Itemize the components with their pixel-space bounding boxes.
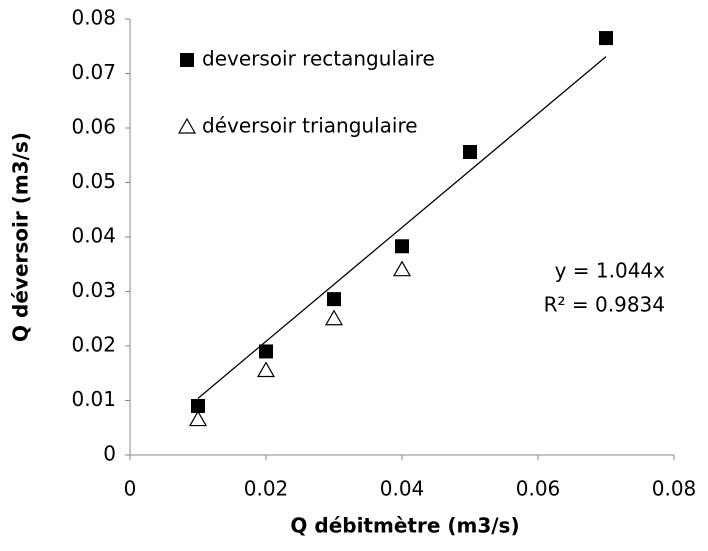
y-tick-label: 0.07 [71, 60, 116, 84]
legend-marker [180, 53, 194, 67]
x-tick-label: 0.06 [516, 477, 561, 501]
marker-square [463, 144, 477, 159]
y-tick-label: 0.08 [71, 6, 116, 30]
annotation: y = 1.044x [555, 259, 666, 283]
legend-label: deversoir rectangulaire [202, 47, 435, 71]
y-axis-title: Q déversoir (m3/s) [9, 132, 33, 342]
marker-square [259, 344, 273, 359]
x-tick-label: 0.04 [380, 477, 425, 501]
marker-square [395, 239, 409, 254]
y-tick-label: 0.01 [71, 387, 116, 411]
y-tick-label: 0.04 [71, 224, 116, 248]
marker-triangle [392, 260, 412, 277]
y-tick-label: 0 [103, 442, 116, 466]
marker-square [327, 292, 341, 307]
y-tick-label: 0.03 [71, 278, 116, 302]
y-tick-label: 0.05 [71, 169, 116, 193]
x-tick-label: 0 [124, 477, 137, 501]
marker-square [599, 31, 613, 46]
marker-square [191, 398, 205, 413]
y-tick-label: 0.06 [71, 115, 116, 139]
marker-triangle [188, 410, 208, 427]
x-axis-title: Q débitmètre (m3/s) [290, 514, 519, 538]
x-tick-label: 0.02 [244, 477, 289, 501]
trendline [197, 56, 607, 399]
marker-triangle [324, 309, 344, 326]
y-tick-label: 0.02 [71, 333, 116, 357]
marker-triangle [256, 361, 276, 378]
legend-marker [177, 117, 197, 134]
annotation: R² = 0.9834 [544, 293, 665, 317]
legend-label: déversoir triangulaire [202, 114, 418, 138]
x-tick-label: 0.08 [652, 477, 697, 501]
